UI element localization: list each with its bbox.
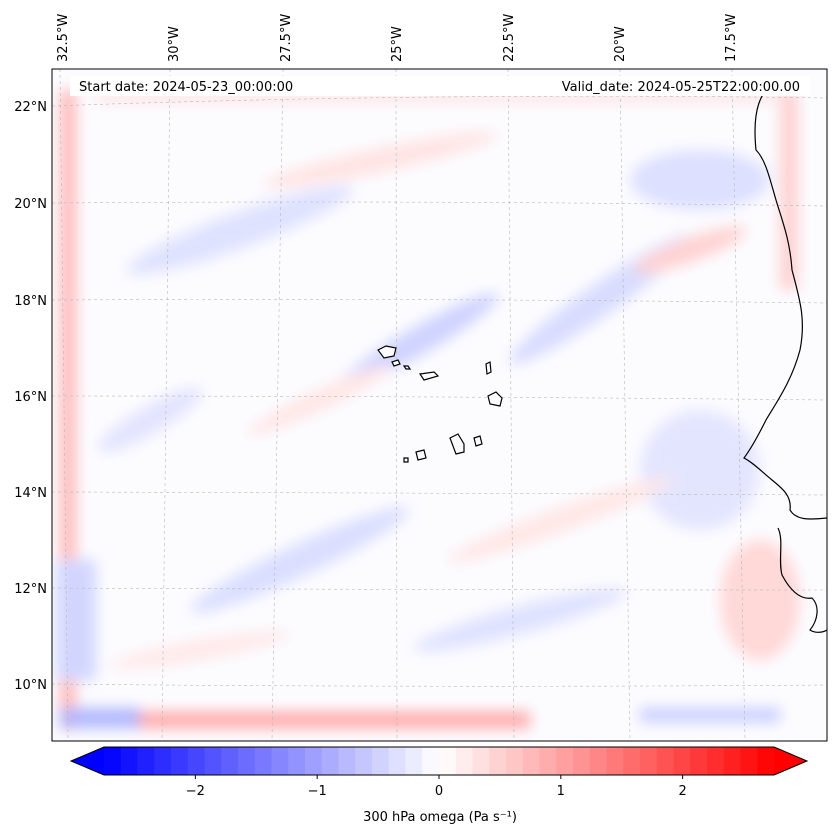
colorbar-segment <box>388 747 407 775</box>
colorbar-segment <box>556 747 574 775</box>
cape-verde-islands <box>377 345 503 463</box>
lat-label: 10°N <box>14 678 47 693</box>
colorbar-segment <box>187 747 206 775</box>
colorbar: −2 −1 0 1 2 300 hPa omega (Pa s⁻¹) <box>69 746 809 825</box>
colorbar-segment <box>271 747 289 775</box>
colorbar-segments <box>71 747 807 775</box>
colorbar-segment <box>656 747 675 775</box>
colorbar-segment <box>120 747 139 775</box>
lat-label: 18°N <box>14 294 47 309</box>
valid-date-label: Valid_date: 2024-05-25T22:00:00.00 <box>562 80 800 95</box>
colorbar-segment <box>288 747 306 775</box>
colorbar-label: 300 hPa omega (Pa s⁻¹) <box>363 810 517 825</box>
colorbar-segment <box>372 747 390 775</box>
colorbar-segment <box>522 747 541 775</box>
latitude-labels: 22°N 20°N 18°N 16°N 14°N 12°N 10°N <box>14 100 47 693</box>
longitude-labels: 32.5°W 30°W 27.5°W 25°W 22.5°W 20°W 17.5… <box>56 14 739 62</box>
colorbar-segment <box>757 747 775 775</box>
gridlines <box>52 69 827 741</box>
colorbar-tick-label: 1 <box>557 784 565 799</box>
colorbar-segment <box>305 747 323 775</box>
map-panel <box>52 69 827 741</box>
colorbar-extend-low <box>71 747 104 775</box>
lon-label: 30°W <box>167 26 182 62</box>
colorbar-outline <box>69 746 809 776</box>
colorbar-segment <box>171 747 189 775</box>
colorbar-segment <box>472 747 490 775</box>
colorbar-segment <box>573 747 591 775</box>
colorbar-segment <box>506 747 524 775</box>
colorbar-segment <box>723 747 742 775</box>
colorbar-segment <box>539 747 557 775</box>
africa-coastline <box>743 79 827 633</box>
colorbar-segment <box>740 747 758 775</box>
colorbar-extend-high <box>774 747 807 775</box>
lon-label: 20°W <box>613 26 628 62</box>
colorbar-segment <box>673 747 691 775</box>
lon-label: 27.5°W <box>279 14 294 62</box>
colorbar-segment <box>405 747 423 775</box>
start-date-label: Start date: 2024-05-23_00:00:00 <box>79 80 293 95</box>
date-header-box <box>70 76 810 96</box>
colorbar-segment <box>221 747 239 775</box>
lon-label: 25°W <box>390 26 405 62</box>
colorbar-segment <box>707 747 725 775</box>
omega-field <box>56 90 800 730</box>
lat-label: 22°N <box>14 100 47 115</box>
colorbar-segment <box>104 747 122 775</box>
colorbar-segment <box>154 747 172 775</box>
colorbar-segment <box>254 747 273 775</box>
colorbar-segment <box>204 747 222 775</box>
lat-label: 12°N <box>14 582 47 597</box>
colorbar-tick-label: −1 <box>308 784 327 799</box>
lon-label: 17.5°W <box>724 14 739 62</box>
colorbar-segment <box>606 747 624 775</box>
colorbar-segment <box>489 747 507 775</box>
colorbar-segment <box>589 747 608 775</box>
colorbar-segment <box>137 747 155 775</box>
colorbar-segment <box>439 747 457 775</box>
colorbar-segment <box>355 747 373 775</box>
lat-label: 14°N <box>14 486 47 501</box>
colorbar-segment <box>455 747 474 775</box>
colorbar-tick-label: 2 <box>678 784 686 799</box>
colorbar-segment <box>623 747 641 775</box>
colorbar-segment <box>640 747 658 775</box>
lat-label: 16°N <box>14 390 47 405</box>
colorbar-ticks: −2 −1 0 1 2 <box>186 775 687 799</box>
colorbar-segment <box>238 747 256 775</box>
colorbar-segment <box>422 747 440 775</box>
lat-label: 20°N <box>14 197 47 212</box>
colorbar-segment <box>690 747 708 775</box>
colorbar-segment <box>321 747 340 775</box>
colorbar-segment <box>338 747 356 775</box>
colorbar-tick-label: −2 <box>186 784 205 799</box>
colorbar-tick-label: 0 <box>435 784 443 799</box>
lon-label: 32.5°W <box>56 14 71 62</box>
map-frame <box>51 68 828 742</box>
lon-label: 22.5°W <box>502 14 517 62</box>
